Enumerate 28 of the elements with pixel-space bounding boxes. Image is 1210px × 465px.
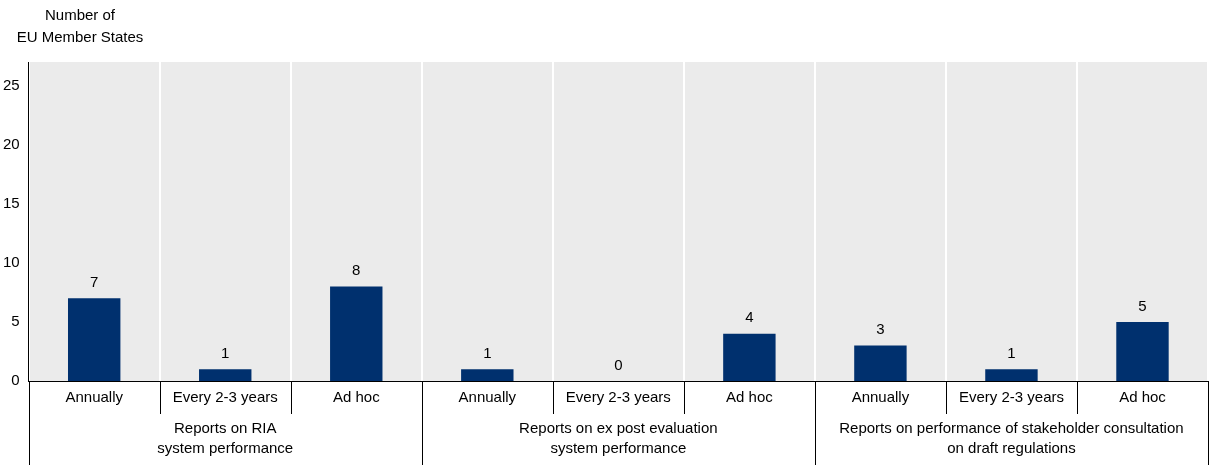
data-label: 3: [876, 320, 885, 338]
x-tick-label: Every 2-3 years: [172, 388, 278, 406]
data-label: 7: [90, 272, 99, 290]
y-tick-label: 10: [3, 252, 20, 270]
y-tick-label: 25: [3, 75, 20, 93]
x-tick-label: Annually: [458, 388, 517, 406]
x-tick-label: Ad hoc: [332, 388, 381, 406]
x-tick-label: Every 2-3 years: [958, 388, 1064, 406]
data-label: 4: [745, 308, 754, 326]
x-tick-label: Annually: [851, 388, 910, 406]
y-tick-label: 15: [3, 193, 20, 211]
text: Reports on RIA system performance: [157, 418, 294, 456]
data-label: 1: [1007, 343, 1016, 361]
y-axis-title: Number of EU Member States: [15, 5, 145, 47]
x-tick-label: Ad hoc: [1119, 388, 1167, 406]
x-tick-label: Ad hoc: [726, 388, 774, 406]
y-tick-label: 0: [11, 371, 20, 389]
data-label: 5: [1138, 296, 1147, 314]
data-label: 8: [352, 261, 361, 279]
x-tick-label: Annually: [65, 388, 124, 406]
x-tick-label: Every 2-3 years: [565, 388, 671, 406]
data-label: 1: [483, 343, 492, 361]
data-label: 0: [614, 355, 623, 373]
data-label: 1: [221, 343, 230, 361]
y-tick-label: 5: [11, 312, 20, 330]
y-tick-label: 20: [3, 134, 20, 152]
text: Reports on performance of stakeholder consultation on draft regulations: [839, 418, 1184, 456]
text: Reports on ex post evaluation system performance: [519, 418, 718, 456]
